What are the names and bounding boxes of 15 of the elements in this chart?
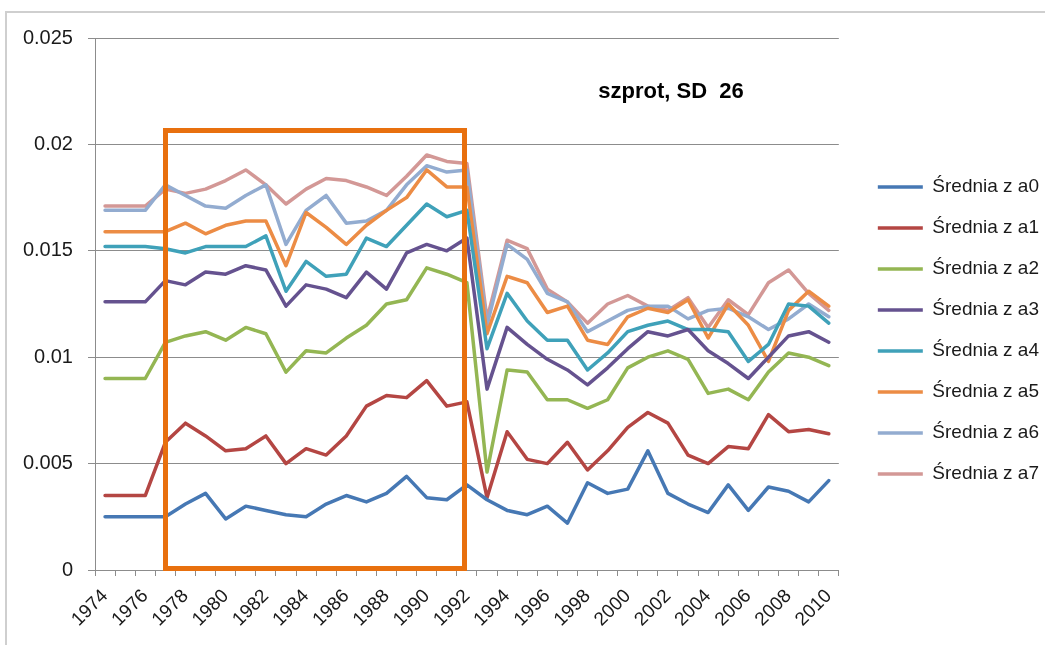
y-tick-label: 0.005 <box>22 451 73 474</box>
legend-label: Średnia z a4 <box>932 339 1040 361</box>
y-tick-label: 0.015 <box>22 238 73 261</box>
legend-label: Średnia z a1 <box>932 216 1040 238</box>
legend-label: Średnia z a3 <box>932 298 1040 320</box>
legend-label: Średnia z a7 <box>932 462 1040 484</box>
legend-label: Średnia z a0 <box>932 175 1040 197</box>
legend-label: Średnia z a6 <box>932 421 1040 443</box>
legend-label: Średnia z a5 <box>932 380 1040 402</box>
legend-label: Średnia z a2 <box>932 257 1040 279</box>
y-tick-label: 0 <box>61 557 73 580</box>
y-tick-label: 0.01 <box>34 344 73 367</box>
text: szprot, SD 26 <box>598 78 744 104</box>
y-tick-label: 0.025 <box>22 25 73 48</box>
y-tick-label: 0.02 <box>34 131 73 154</box>
